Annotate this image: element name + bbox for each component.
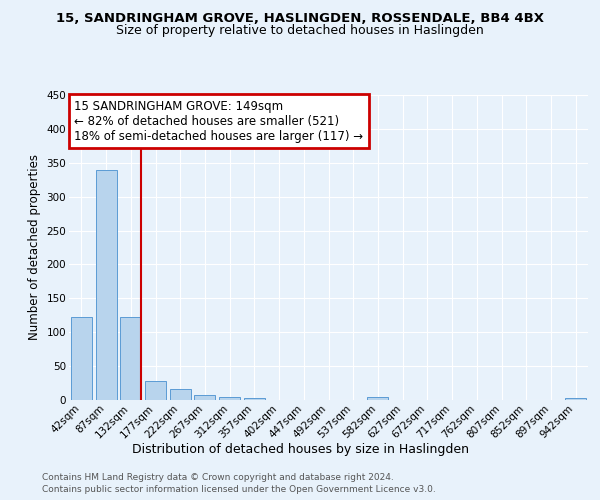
Text: 15 SANDRINGHAM GROVE: 149sqm
← 82% of detached houses are smaller (521)
18% of s: 15 SANDRINGHAM GROVE: 149sqm ← 82% of de… [74, 100, 364, 142]
Bar [194, 396, 215, 400]
Bar [244, 398, 265, 400]
Bar [367, 398, 388, 400]
Bar [95, 170, 116, 400]
Bar [219, 396, 240, 400]
Bar [565, 398, 586, 400]
Bar [170, 389, 191, 400]
Text: Distribution of detached houses by size in Haslingden: Distribution of detached houses by size … [131, 442, 469, 456]
Bar [145, 381, 166, 400]
Text: 15, SANDRINGHAM GROVE, HASLINGDEN, ROSSENDALE, BB4 4BX: 15, SANDRINGHAM GROVE, HASLINGDEN, ROSSE… [56, 12, 544, 26]
Text: Contains public sector information licensed under the Open Government Licence v3: Contains public sector information licen… [42, 485, 436, 494]
Text: Size of property relative to detached houses in Haslingden: Size of property relative to detached ho… [116, 24, 484, 37]
Text: Contains HM Land Registry data © Crown copyright and database right 2024.: Contains HM Land Registry data © Crown c… [42, 472, 394, 482]
Bar [71, 318, 92, 400]
Y-axis label: Number of detached properties: Number of detached properties [28, 154, 41, 340]
Bar [120, 316, 141, 400]
